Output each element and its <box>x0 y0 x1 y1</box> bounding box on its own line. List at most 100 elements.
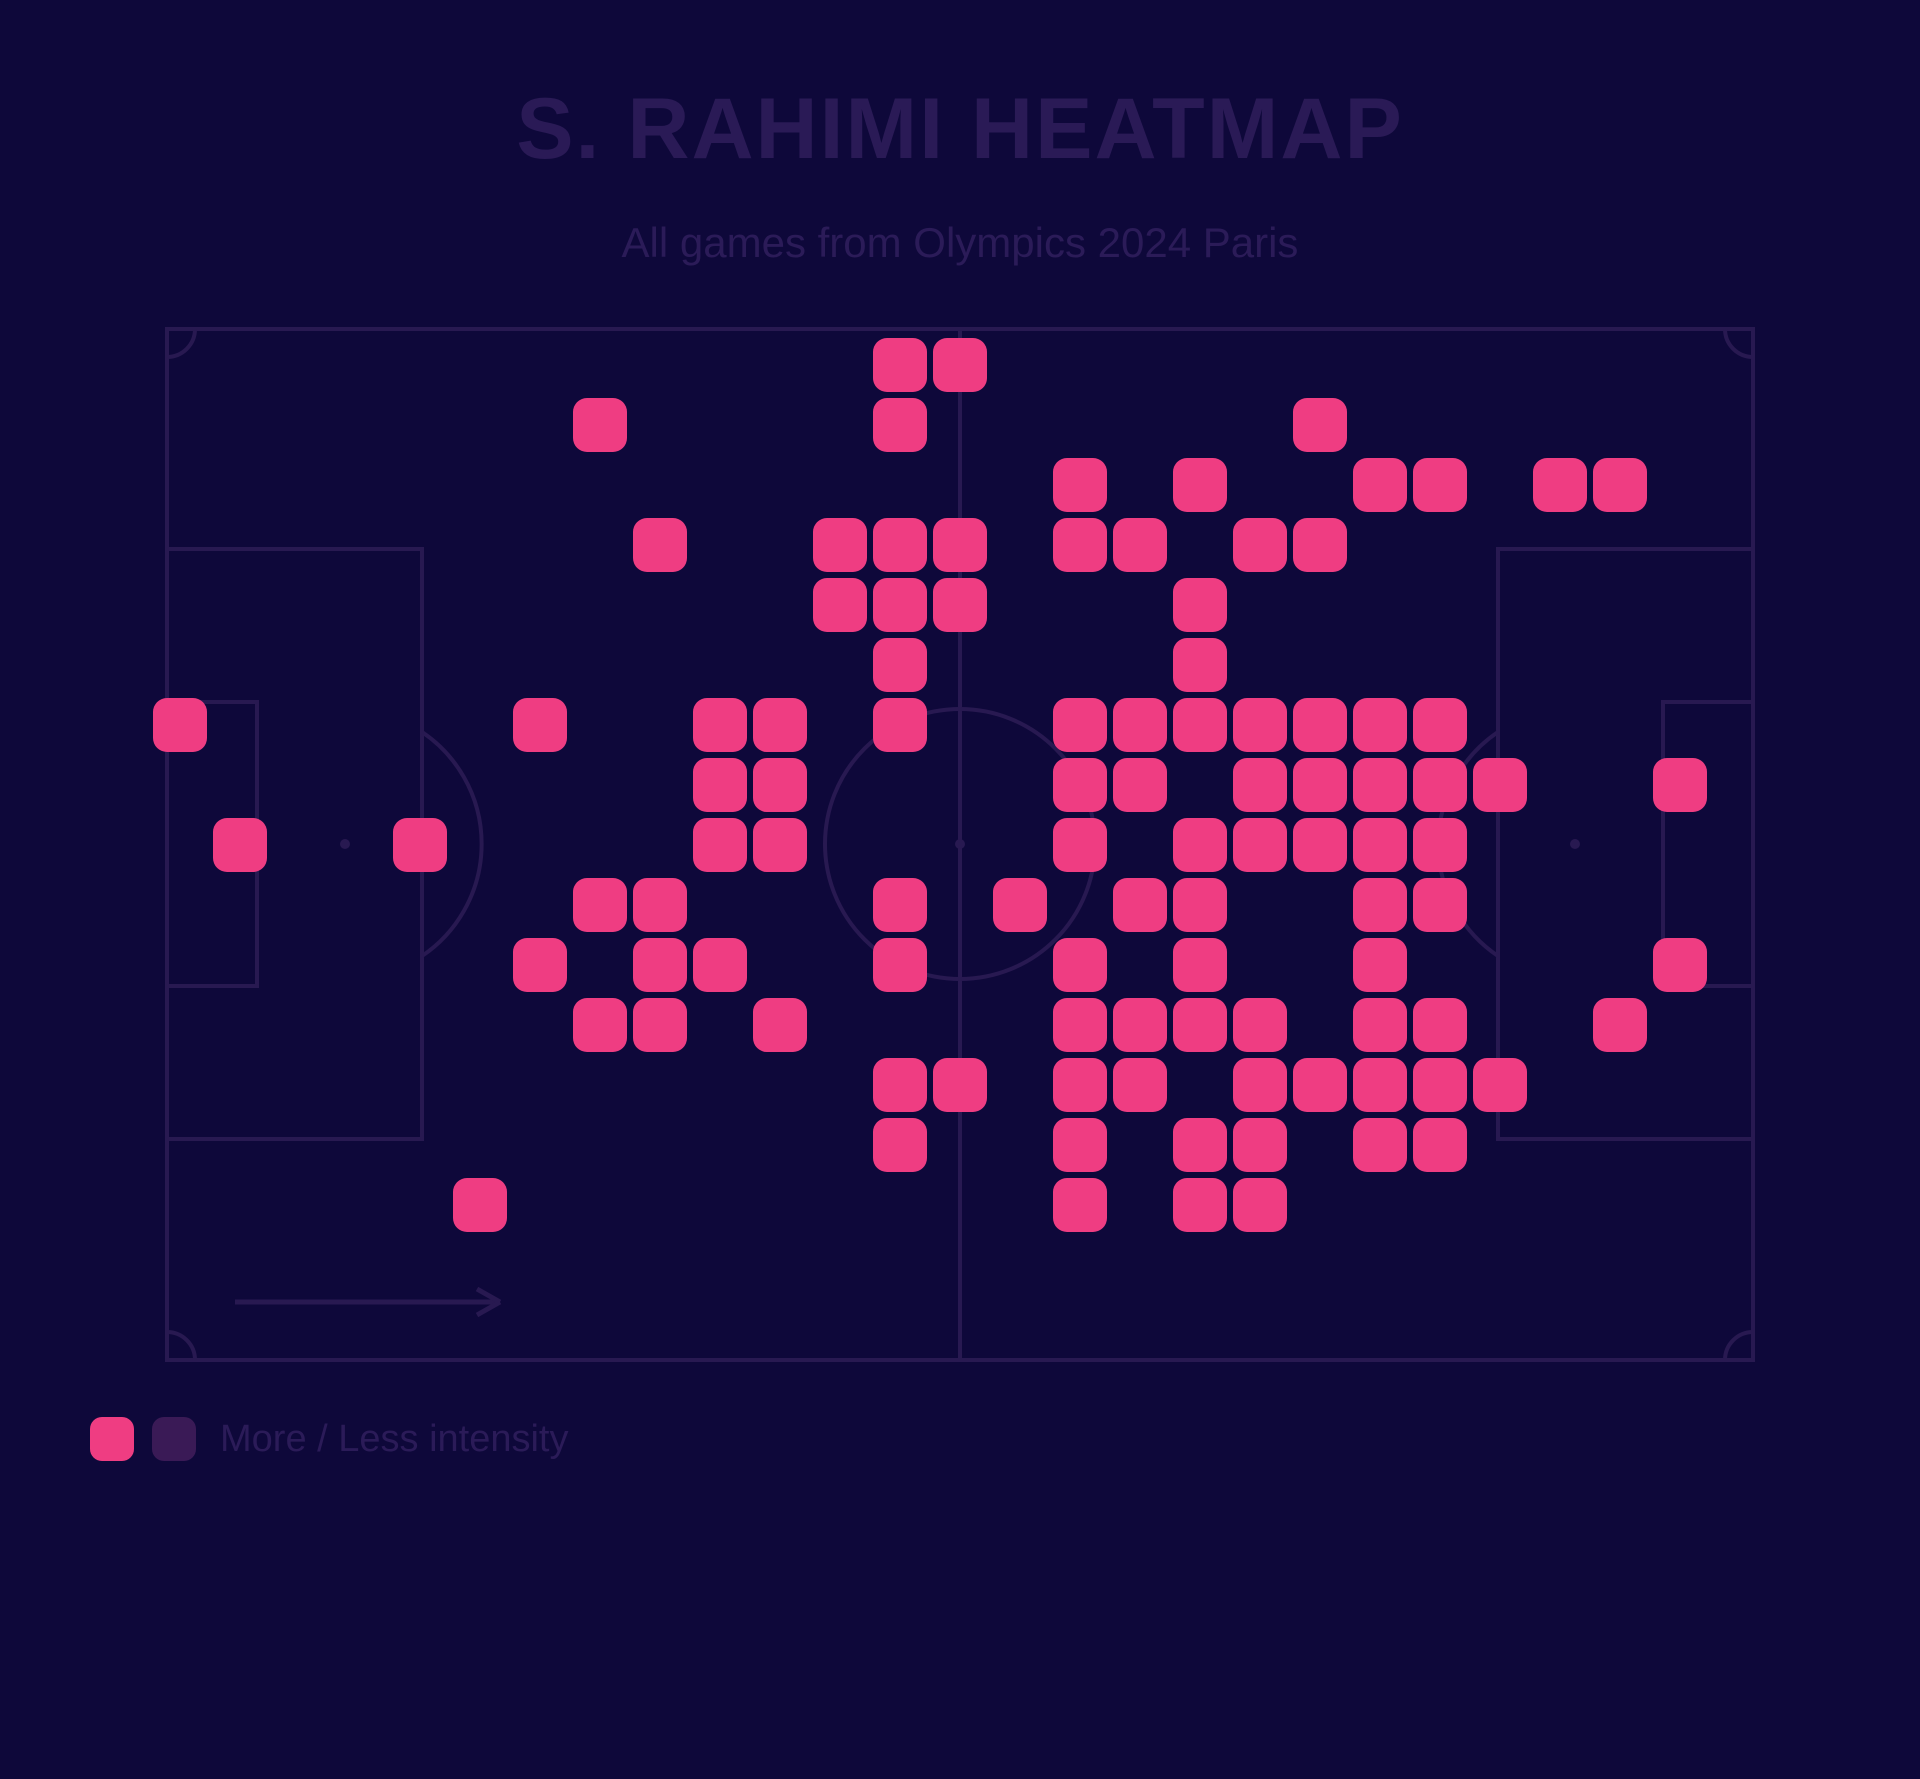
heatmap-cell <box>1173 818 1227 872</box>
heatmap-cell <box>1233 998 1287 1052</box>
heatmap-cell <box>1053 1178 1107 1232</box>
heatmap-cell <box>1233 518 1287 572</box>
heatmap-cell <box>873 578 927 632</box>
heatmap-cell <box>1113 878 1167 932</box>
heatmap-cell <box>1413 818 1467 872</box>
heatmap-cell <box>1173 458 1227 512</box>
heatmap-cell <box>453 1178 507 1232</box>
heatmap-cell <box>213 818 267 872</box>
heatmap-cell <box>873 398 927 452</box>
heatmap-cell <box>1233 1118 1287 1172</box>
legend: More / Less intensity <box>90 1417 1840 1461</box>
heatmap-cell <box>1353 1058 1407 1112</box>
legend-swatch-high <box>90 1417 134 1461</box>
heatmap-cell <box>573 398 627 452</box>
heatmap-cell <box>1233 1058 1287 1112</box>
heatmap-cell <box>1053 518 1107 572</box>
heatmap-cell <box>1173 698 1227 752</box>
heatmap-cell <box>1113 998 1167 1052</box>
heatmap-cell <box>1353 878 1407 932</box>
heatmap-card: S. RAHIMI HEATMAP All games from Olympic… <box>0 0 1920 1779</box>
heatmap-cell <box>873 338 927 392</box>
heatmap-cell <box>1413 698 1467 752</box>
heatmap-cell <box>873 878 927 932</box>
heatmap-cell <box>933 578 987 632</box>
heatmap-cell <box>873 938 927 992</box>
heatmap-cell <box>1353 998 1407 1052</box>
heatmap-cell <box>1113 698 1167 752</box>
heatmap-cell <box>1233 818 1287 872</box>
heatmap-cell <box>393 818 447 872</box>
heatmap-cell <box>1053 698 1107 752</box>
heatmap-cell <box>873 1058 927 1112</box>
heatmap-cell <box>1233 1178 1287 1232</box>
heatmap-cell <box>1173 638 1227 692</box>
heatmap-cell <box>813 578 867 632</box>
heatmap-cell <box>633 518 687 572</box>
heatmap-cell <box>693 758 747 812</box>
heatmap-cell <box>1293 698 1347 752</box>
heatmap-cell <box>1293 758 1347 812</box>
heatmap-cell <box>693 938 747 992</box>
subtitle: All games from Olympics 2024 Paris <box>80 219 1840 267</box>
heatmap-cell <box>1173 938 1227 992</box>
heatmap-cell <box>933 518 987 572</box>
heatmap-cell <box>693 818 747 872</box>
heatmap-cell <box>1113 518 1167 572</box>
heatmap-cell <box>993 878 1047 932</box>
heatmap-cell <box>1413 458 1467 512</box>
heatmap-cell <box>573 998 627 1052</box>
legend-label: More / Less intensity <box>220 1418 568 1461</box>
heatmap-cell <box>1293 398 1347 452</box>
heatmap-cell <box>1233 698 1287 752</box>
heatmap-cell <box>153 698 207 752</box>
heatmap-cell <box>513 698 567 752</box>
heatmap-cell <box>873 698 927 752</box>
heatmap-cell <box>1113 758 1167 812</box>
heatmap-cell <box>1173 1118 1227 1172</box>
heatmap-cell <box>1053 1058 1107 1112</box>
heatmap-cell <box>1353 938 1407 992</box>
heatmap-cell <box>1653 938 1707 992</box>
heatmap-cell <box>1293 518 1347 572</box>
heatmap-cell <box>1053 998 1107 1052</box>
heatmap-cell <box>753 998 807 1052</box>
heatmap-cell <box>1533 458 1587 512</box>
heatmap-cell <box>1173 998 1227 1052</box>
heatmap-cell <box>1413 1058 1467 1112</box>
heatmap-cell <box>1173 1178 1227 1232</box>
heatmap-cell <box>933 1058 987 1112</box>
heatmap-cell <box>933 338 987 392</box>
heatmap-cell <box>633 938 687 992</box>
heatmap-cell <box>513 938 567 992</box>
heatmap-cell <box>573 878 627 932</box>
heatmap-cell <box>1113 1058 1167 1112</box>
heatmap-cell <box>693 698 747 752</box>
title: S. RAHIMI HEATMAP <box>80 80 1840 179</box>
heatmap-cell <box>873 638 927 692</box>
heatmap-cell <box>753 758 807 812</box>
heatmap-cell <box>1053 818 1107 872</box>
heatmap-cell <box>1173 878 1227 932</box>
heatmap-cell <box>1413 998 1467 1052</box>
heatmap-cell <box>1593 998 1647 1052</box>
heatmap-cell <box>633 878 687 932</box>
heatmap-cell <box>873 518 927 572</box>
heatmap-cell <box>1053 458 1107 512</box>
heatmap-cell <box>1353 758 1407 812</box>
heatmap-cell <box>1053 758 1107 812</box>
heatmap-cell <box>873 1118 927 1172</box>
heatmap-cell <box>1353 458 1407 512</box>
heatmap-cell <box>1653 758 1707 812</box>
heatmap-cell <box>1173 578 1227 632</box>
heatmap-cell <box>1413 1118 1467 1172</box>
heatmap-cell <box>1353 1118 1407 1172</box>
heatmap-cell <box>1293 1058 1347 1112</box>
legend-swatch-low <box>152 1417 196 1461</box>
pitch-container <box>165 327 1755 1362</box>
heatmap-cell <box>1473 1058 1527 1112</box>
heatmap-cell <box>633 998 687 1052</box>
heatmap-cell <box>753 818 807 872</box>
heatmap-layer <box>165 327 1755 1362</box>
heatmap-cell <box>1293 818 1347 872</box>
